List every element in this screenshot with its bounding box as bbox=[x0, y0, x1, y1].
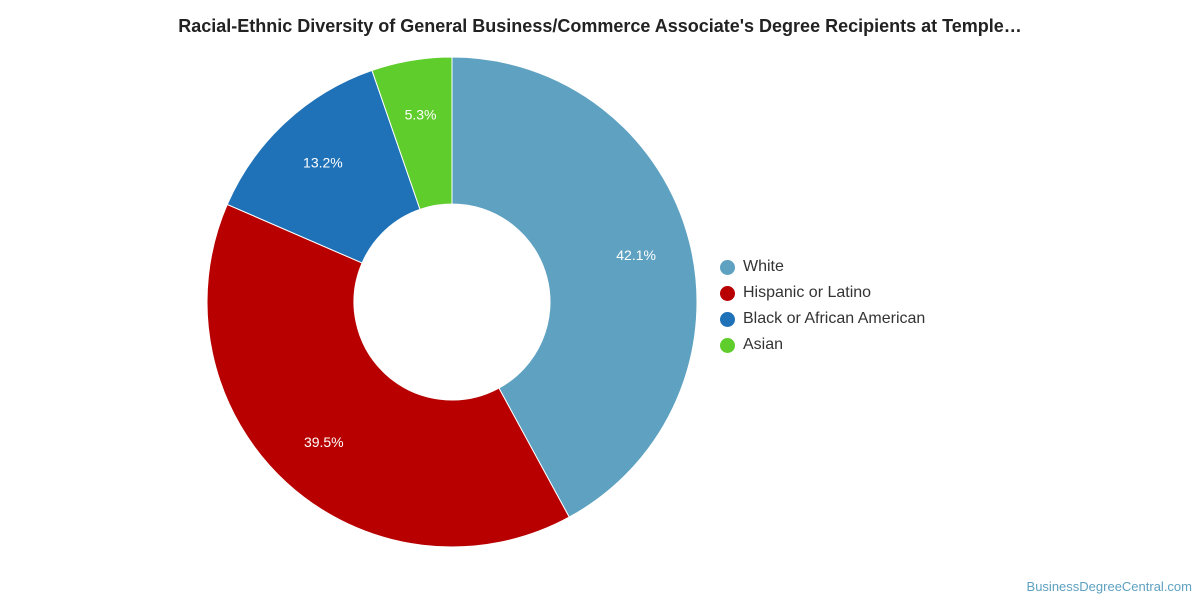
legend-item-hispanic-or-latino[interactable]: Hispanic or Latino bbox=[720, 280, 925, 306]
slice-label-hispanic-or-latino: 39.5% bbox=[304, 434, 344, 450]
slice-label-asian: 5.3% bbox=[405, 107, 437, 123]
legend-item-black-or-african-american[interactable]: Black or African American bbox=[720, 306, 925, 332]
legend-swatch-icon bbox=[720, 311, 735, 327]
legend-swatch-icon bbox=[720, 285, 735, 301]
slice-white[interactable] bbox=[451, 56, 698, 518]
slice-hispanic-or-latino[interactable] bbox=[206, 203, 570, 548]
legend-swatch-icon bbox=[720, 259, 735, 275]
legend-label: Hispanic or Latino bbox=[743, 284, 872, 301]
slice-asian[interactable] bbox=[371, 56, 453, 211]
watermark-text: BusinessDegreeCentral.com bbox=[1026, 579, 1192, 594]
legend-label: White bbox=[743, 258, 784, 275]
legend-swatch-icon bbox=[720, 337, 735, 353]
legend-label: Black or African American bbox=[743, 310, 926, 327]
slice-label-black-or-african-american: 13.2% bbox=[303, 155, 343, 171]
slice-labels: 42.1% 39.5% 13.2% 5.3% bbox=[303, 107, 656, 451]
slice-black-or-african-american[interactable] bbox=[226, 69, 421, 264]
legend-label: Asian bbox=[743, 336, 784, 353]
legend-item-white[interactable]: White bbox=[720, 254, 925, 280]
slice-label-white: 42.1% bbox=[616, 247, 656, 263]
donut-slices bbox=[206, 56, 698, 548]
chart-title: Racial-Ethnic Diversity of General Busin… bbox=[178, 16, 1022, 36]
chart-legend: White Hispanic or Latino Black or African … bbox=[720, 254, 925, 358]
legend-item-asian[interactable]: Asian bbox=[720, 332, 925, 358]
